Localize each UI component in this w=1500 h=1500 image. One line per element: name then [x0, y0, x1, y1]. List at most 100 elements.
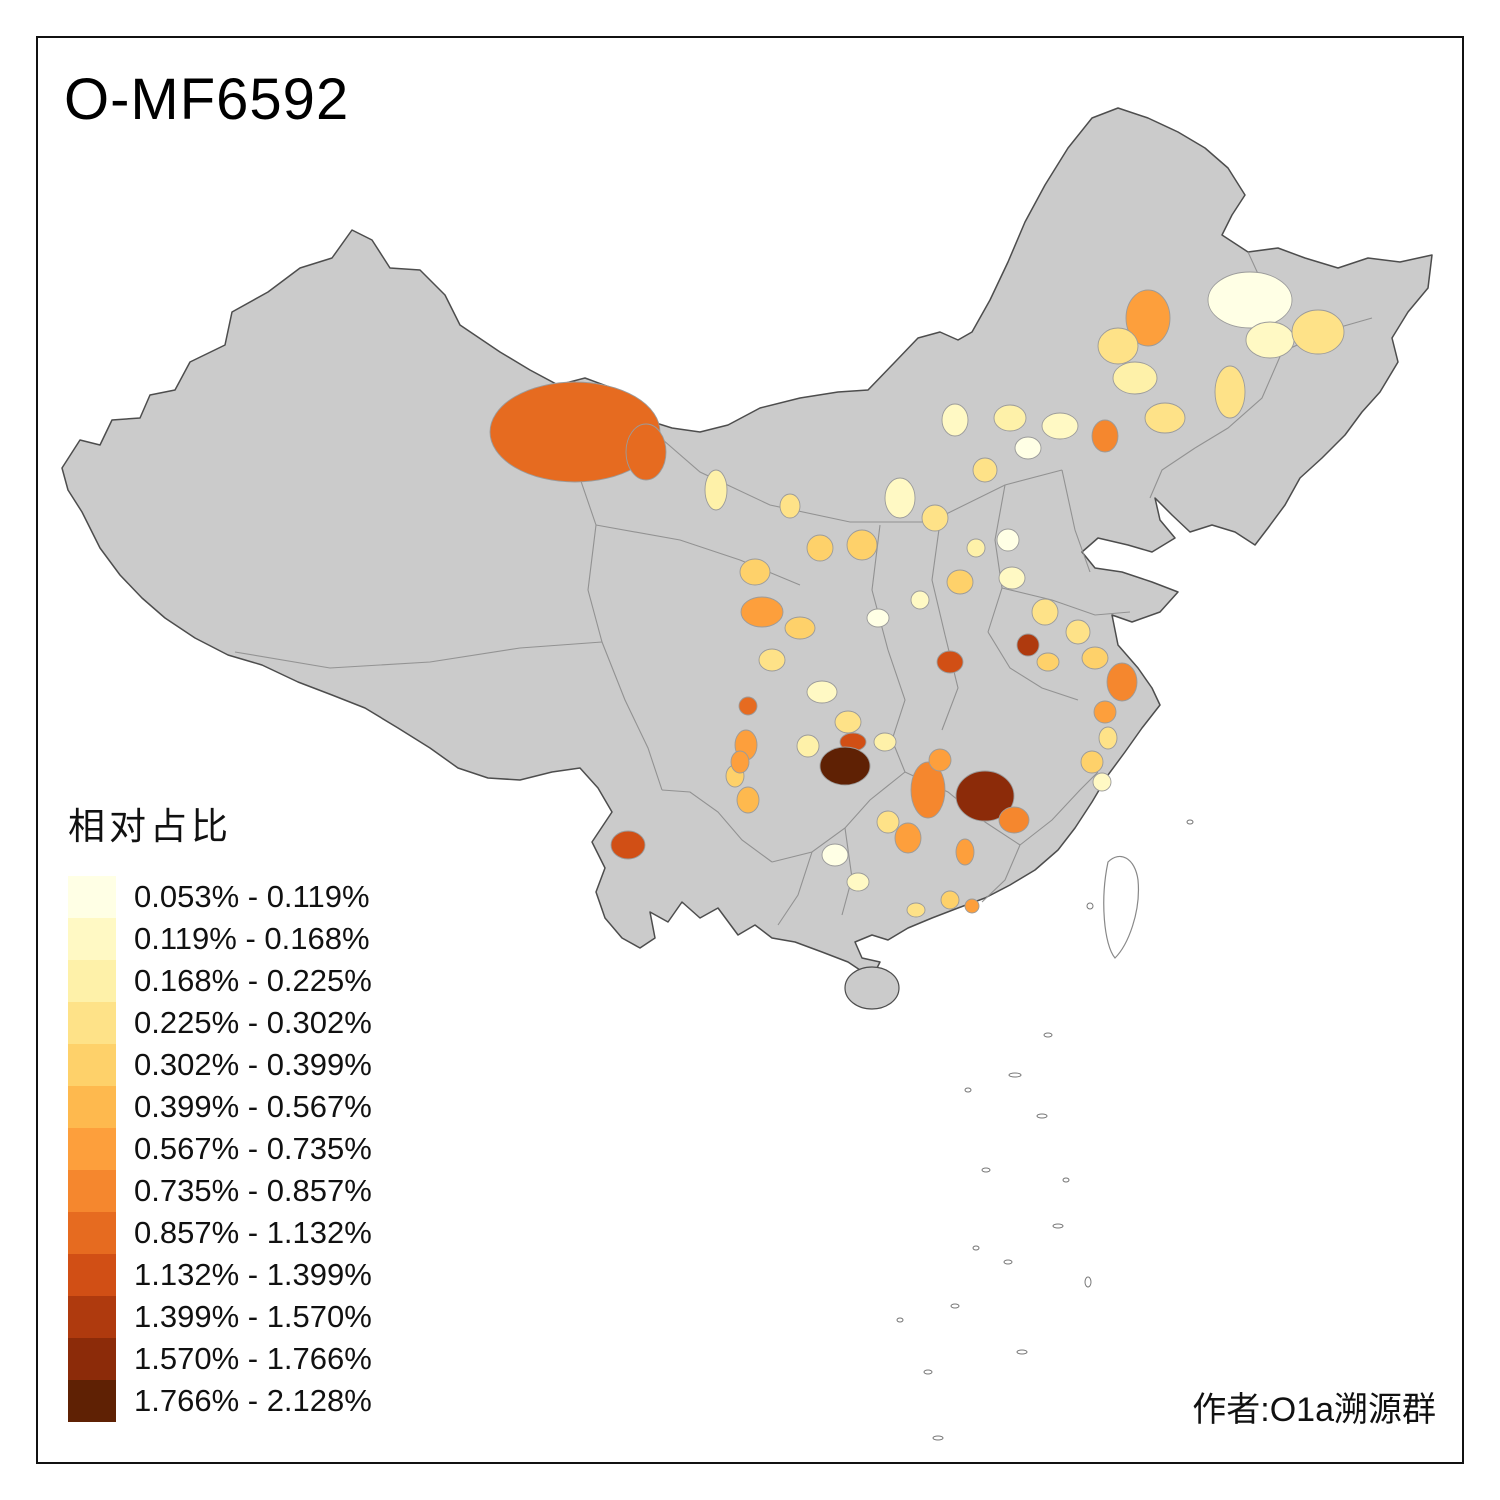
islet: [1086, 902, 1094, 910]
map-region: [1092, 772, 1112, 792]
legend-swatch: [68, 1170, 116, 1212]
legend-swatch: [68, 1086, 116, 1128]
map-region: [972, 457, 998, 483]
map-region: [1036, 652, 1060, 672]
legend-swatch: [68, 960, 116, 1002]
legend-item: 1.132% - 1.399%: [68, 1254, 372, 1296]
islet: [1008, 1072, 1022, 1078]
legend-swatch: [68, 1296, 116, 1338]
legend-swatch: [68, 1212, 116, 1254]
map-region: [806, 680, 838, 704]
map-region: [946, 569, 974, 595]
map-region: [730, 750, 750, 774]
map-region: [1291, 309, 1345, 355]
legend-item: 0.119% - 0.168%: [68, 918, 372, 960]
south-china-sea-islands: [896, 819, 1194, 1441]
map-region: [998, 566, 1026, 590]
map-region: [876, 810, 900, 834]
map-region: [964, 898, 980, 914]
map-region: [928, 748, 952, 772]
islet: [1186, 819, 1194, 825]
islet: [1062, 1177, 1070, 1183]
map-region: [704, 469, 728, 511]
legend-item: 0.735% - 0.857%: [68, 1170, 372, 1212]
map-region: [1097, 327, 1139, 365]
legend-item: 0.168% - 0.225%: [68, 960, 372, 1002]
map-region: [1091, 419, 1119, 453]
legend-item: 0.302% - 0.399%: [68, 1044, 372, 1086]
map-region: [941, 403, 969, 437]
islet: [972, 1245, 980, 1251]
legend-label: 0.857% - 1.132%: [134, 1215, 372, 1250]
islet: [1003, 1259, 1013, 1265]
islet: [1084, 1276, 1092, 1288]
map-region: [1080, 750, 1104, 774]
map-region: [955, 770, 1015, 822]
hainan-island: [844, 966, 900, 1010]
islet: [896, 1317, 904, 1323]
map-region: [846, 872, 870, 892]
legend-item: 1.399% - 1.570%: [68, 1296, 372, 1338]
map-region: [894, 822, 922, 854]
map-region: [1214, 365, 1246, 419]
map-region: [993, 404, 1027, 432]
map-region: [796, 734, 820, 758]
map-region: [884, 477, 916, 519]
legend: 相对占比 0.053% - 0.119% 0.119% - 0.168% 0.168…: [68, 796, 372, 1422]
islet: [1036, 1113, 1048, 1119]
map-region: [1207, 271, 1293, 329]
map-region: [1125, 289, 1171, 347]
map-region: [625, 423, 667, 481]
islet: [981, 1167, 991, 1173]
legend-label: 1.570% - 1.766%: [134, 1341, 372, 1376]
legend-label: 1.399% - 1.570%: [134, 1299, 372, 1334]
taiwan-island: [1103, 856, 1140, 959]
map-region: [738, 696, 758, 716]
legend-label: 0.225% - 0.302%: [134, 1005, 372, 1040]
map-region: [784, 616, 816, 640]
legend-item: 0.225% - 0.302%: [68, 1002, 372, 1044]
map-region: [998, 806, 1030, 834]
map-region: [736, 786, 760, 814]
map-region: [1245, 321, 1295, 359]
islet: [1016, 1349, 1028, 1355]
legend-swatch: [68, 1254, 116, 1296]
legend-label: 0.399% - 0.567%: [134, 1089, 372, 1124]
map-region: [910, 590, 930, 610]
map-region: [846, 529, 878, 561]
map-region: [821, 843, 849, 867]
map-region: [1014, 436, 1042, 460]
legend-swatch: [68, 1044, 116, 1086]
legend-label: 0.735% - 0.857%: [134, 1173, 372, 1208]
legend-item: 1.570% - 1.766%: [68, 1338, 372, 1380]
plot-title: O-MF6592: [64, 67, 350, 132]
legend-swatch: [68, 876, 116, 918]
map-region: [966, 538, 986, 558]
map-region: [819, 746, 871, 786]
map-region: [1093, 700, 1117, 724]
map-region: [1106, 662, 1138, 702]
attribution-text: 作者:O1a溯源群: [1192, 1391, 1436, 1429]
map-region: [873, 732, 897, 752]
map-region: [1112, 361, 1158, 395]
legend-items: 0.053% - 0.119% 0.119% - 0.168% 0.168% - 0…: [68, 876, 372, 1422]
islet: [950, 1303, 960, 1309]
map-region: [906, 902, 926, 918]
map-region: [610, 830, 646, 860]
legend-title: 相对占比: [68, 806, 232, 847]
legend-swatch: [68, 1128, 116, 1170]
map-region: [740, 596, 784, 628]
legend-item: 0.857% - 1.132%: [68, 1212, 372, 1254]
legend-label: 0.053% - 0.119%: [134, 879, 370, 914]
map-region: [1065, 619, 1091, 645]
map-region: [1041, 412, 1079, 440]
map-region: [834, 710, 862, 734]
map-region: [936, 650, 964, 674]
islet: [1043, 1032, 1053, 1038]
legend-swatch: [68, 1002, 116, 1044]
map-region: [739, 558, 771, 586]
choropleth-regions: [489, 271, 1345, 918]
islet: [932, 1435, 944, 1441]
legend-label: 0.119% - 0.168%: [134, 921, 370, 956]
